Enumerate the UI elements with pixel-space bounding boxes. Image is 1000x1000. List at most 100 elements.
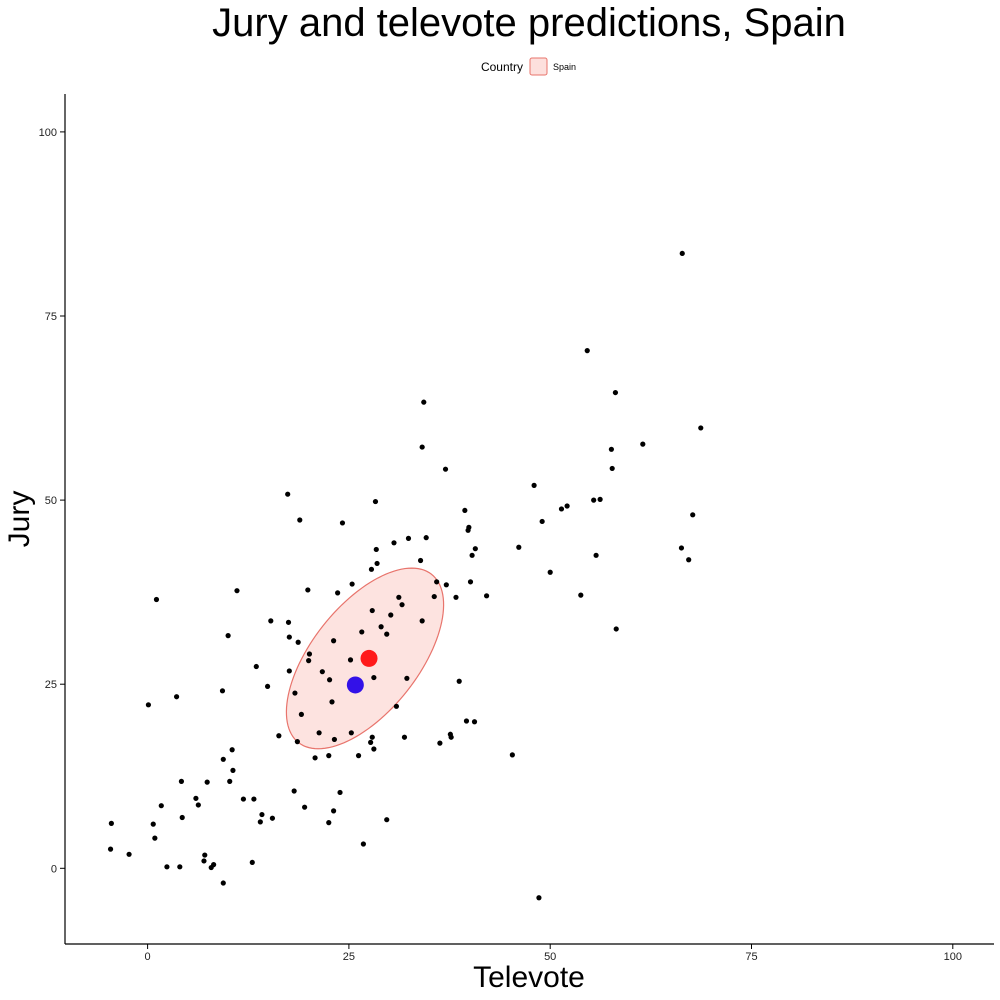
- data-point: [253, 663, 259, 670]
- data-point: [472, 546, 478, 552]
- data-point: [201, 858, 207, 864]
- data-point: [678, 545, 685, 551]
- data-point: [396, 594, 402, 600]
- data-point: [690, 512, 696, 518]
- data-point: [306, 651, 313, 657]
- data-point: [401, 734, 408, 740]
- data-point: [269, 815, 276, 821]
- plot-area: [107, 250, 704, 901]
- data-point: [613, 626, 619, 632]
- data-point: [578, 592, 584, 598]
- data-point: [220, 880, 226, 886]
- data-point: [211, 862, 217, 868]
- data-point: [431, 593, 437, 600]
- data-point: [547, 569, 553, 575]
- data-point: [462, 507, 468, 514]
- data-point: [591, 497, 597, 503]
- y-tick-label: 50: [45, 495, 57, 507]
- data-point: [153, 596, 160, 603]
- data-point: [204, 779, 210, 785]
- x-tick-label: 100: [944, 951, 962, 963]
- data-point: [298, 711, 304, 717]
- data-point: [145, 702, 152, 708]
- data-point: [373, 546, 379, 553]
- data-point: [305, 587, 311, 593]
- data-point: [393, 703, 400, 709]
- data-point: [417, 557, 424, 564]
- data-point: [597, 496, 603, 502]
- data-point: [297, 517, 303, 523]
- data-point: [434, 579, 440, 585]
- data-point: [349, 581, 355, 587]
- data-point: [107, 846, 114, 852]
- data-point: [219, 688, 226, 694]
- data-point: [608, 446, 615, 452]
- data-point: [339, 520, 346, 526]
- data-point: [292, 690, 298, 696]
- data-point: [609, 465, 615, 472]
- data-point: [384, 817, 390, 823]
- data-point: [391, 540, 397, 546]
- data-point: [399, 602, 405, 608]
- data-point: [285, 619, 292, 625]
- data-point: [193, 795, 199, 801]
- data-point: [612, 389, 619, 396]
- data-point: [326, 677, 333, 683]
- x-tick-label: 50: [544, 951, 556, 963]
- data-point: [483, 593, 490, 599]
- x-tick-label: 25: [343, 951, 355, 963]
- data-point: [234, 588, 240, 594]
- data-point: [251, 796, 257, 802]
- data-point: [302, 804, 308, 810]
- data-point: [371, 746, 377, 752]
- data-point: [640, 441, 646, 447]
- data-point: [295, 639, 301, 645]
- data-point: [564, 503, 570, 509]
- legend-title: Country: [481, 60, 523, 74]
- data-point: [291, 788, 297, 794]
- data-point: [593, 552, 599, 558]
- data-point: [463, 718, 470, 724]
- data-point: [359, 629, 365, 635]
- data-point: [126, 851, 132, 857]
- data-point: [326, 753, 332, 759]
- data-point: [178, 778, 185, 785]
- y-tick-label: 0: [51, 863, 57, 875]
- data-point: [369, 607, 375, 614]
- data-point: [286, 634, 292, 640]
- data-point: [227, 778, 233, 785]
- data-point: [240, 796, 247, 802]
- data-point: [466, 524, 472, 530]
- data-point: [331, 808, 337, 814]
- data-point: [471, 719, 478, 725]
- data-point: [177, 864, 183, 870]
- data-point: [371, 674, 377, 681]
- highlight-point-blue: [346, 676, 364, 694]
- data-point: [268, 618, 274, 624]
- legend: Country Spain: [481, 57, 576, 76]
- data-point: [306, 658, 312, 664]
- data-point: [516, 544, 522, 550]
- data-point: [158, 803, 164, 809]
- data-point: [419, 444, 425, 450]
- data-point: [329, 699, 335, 705]
- data-point: [348, 730, 354, 736]
- highlight-point-red: [360, 649, 378, 667]
- data-point: [230, 767, 236, 773]
- data-point: [558, 506, 565, 512]
- data-point: [421, 399, 427, 405]
- legend-label-spain: Spain: [553, 62, 576, 72]
- legend-key-spain: [529, 57, 548, 76]
- data-point: [326, 820, 332, 826]
- data-point: [443, 582, 449, 588]
- data-point: [531, 482, 537, 488]
- data-point: [360, 841, 366, 847]
- data-point: [698, 425, 704, 431]
- data-point: [312, 755, 318, 761]
- data-point: [378, 624, 384, 630]
- data-point: [335, 590, 341, 596]
- chart-title: Jury and televote predictions, Spain: [212, 1, 846, 45]
- data-point: [249, 859, 255, 866]
- data-point: [448, 734, 454, 740]
